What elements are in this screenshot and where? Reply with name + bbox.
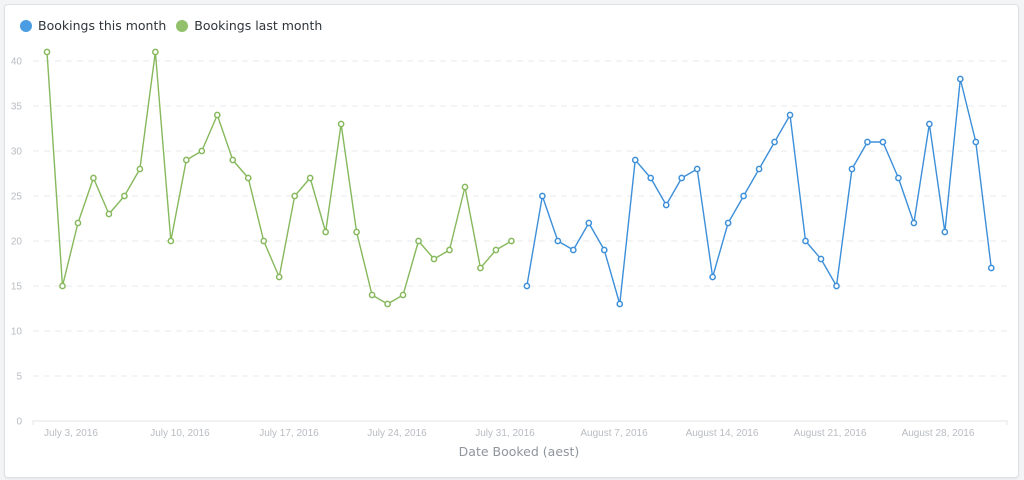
data-point[interactable] (368, 291, 376, 299)
data-point[interactable] (956, 75, 964, 83)
data-point[interactable] (353, 228, 360, 236)
data-point[interactable] (616, 300, 624, 308)
data-point[interactable] (477, 264, 484, 272)
data-point[interactable] (848, 165, 856, 173)
x-tick-label: August 28, 2016 (902, 428, 975, 439)
data-point[interactable] (709, 273, 716, 281)
legend-label: Bookings this month (38, 18, 167, 33)
data-point[interactable] (182, 156, 190, 164)
x-axis-title: Date Booked (aest) (459, 444, 580, 459)
y-axis-ticks: 0 5 10 15 20 25 30 35 40 (11, 57, 23, 428)
data-point[interactable] (771, 138, 778, 146)
data-point[interactable] (910, 219, 918, 227)
data-point[interactable] (105, 210, 113, 218)
data-point[interactable] (43, 48, 51, 56)
x-tick-label: July 3, 2016 (44, 428, 98, 439)
y-tick-label: 10 (11, 327, 23, 338)
data-point[interactable] (740, 192, 747, 200)
data-point[interactable] (523, 282, 531, 290)
data-point[interactable] (987, 264, 995, 272)
data-point[interactable] (895, 174, 902, 182)
y-tick-label: 0 (16, 417, 22, 428)
y-tick-label: 25 (11, 192, 23, 203)
x-tick-label: July 17, 2016 (259, 428, 319, 439)
data-point[interactable] (244, 174, 252, 182)
data-point[interactable] (833, 282, 840, 290)
x-tick-label: August 7, 2016 (580, 428, 648, 439)
y-tick-label: 5 (16, 372, 22, 383)
x-tick-label: July 31, 2016 (475, 428, 535, 439)
data-point[interactable] (569, 246, 577, 254)
data-point[interactable] (972, 138, 980, 146)
data-point[interactable] (446, 246, 453, 254)
data-point[interactable] (275, 273, 283, 281)
data-point[interactable] (152, 48, 159, 56)
data-point[interactable] (662, 201, 670, 209)
data-point[interactable] (121, 192, 128, 200)
legend-dot-icon (20, 19, 32, 32)
data-point[interactable] (678, 174, 686, 182)
y-tick-label: 30 (11, 147, 23, 158)
data-point[interactable] (786, 111, 794, 119)
series-line (526, 78, 992, 305)
data-point[interactable] (461, 183, 469, 191)
series-line (46, 51, 512, 305)
data-point[interactable] (631, 156, 639, 164)
series-last-month (43, 48, 515, 308)
data-point[interactable] (864, 138, 871, 146)
legend-dot-icon (176, 19, 189, 32)
data-point[interactable] (600, 246, 608, 254)
x-tick-label: August 14, 2016 (686, 428, 759, 439)
data-point[interactable] (167, 237, 175, 245)
data-point[interactable] (508, 237, 515, 245)
x-tick-label: July 24, 2016 (367, 428, 427, 439)
legend-label: Bookings last month (194, 18, 323, 33)
y-grid (33, 60, 1007, 377)
data-point[interactable] (539, 192, 546, 200)
y-tick-label: 15 (11, 282, 23, 293)
data-point[interactable] (90, 174, 97, 182)
data-point[interactable] (399, 291, 407, 299)
data-point[interactable] (213, 111, 221, 119)
legend-item-last-month[interactable]: Bookings last month (176, 18, 322, 33)
data-point[interactable] (291, 192, 299, 200)
data-point[interactable] (647, 174, 655, 182)
y-tick-label: 40 (11, 57, 23, 68)
data-point[interactable] (260, 237, 268, 245)
data-point[interactable] (724, 219, 732, 227)
data-point[interactable] (306, 174, 314, 182)
data-point[interactable] (492, 246, 500, 254)
chart-legend: Bookings this month Bookings last month (20, 18, 332, 33)
data-point[interactable] (59, 282, 66, 290)
data-point[interactable] (415, 237, 422, 245)
data-point[interactable] (136, 165, 144, 173)
series-this-month (523, 75, 995, 308)
data-point[interactable] (229, 156, 237, 164)
x-tick-label: July 10, 2016 (150, 428, 210, 439)
data-point[interactable] (322, 228, 329, 236)
y-tick-label: 20 (11, 237, 23, 248)
data-point[interactable] (430, 255, 438, 263)
data-point[interactable] (941, 228, 949, 236)
data-point[interactable] (802, 237, 809, 245)
series-lines (43, 48, 995, 308)
data-point[interactable] (817, 255, 825, 263)
data-point[interactable] (585, 219, 593, 227)
x-axis-line (32, 420, 1008, 425)
x-axis: July 3, 2016 July 10, 2016 July 17, 2016 Ju… (32, 420, 1008, 439)
data-point[interactable] (384, 300, 391, 308)
data-point[interactable] (926, 120, 933, 128)
x-tick-label: August 21, 2016 (794, 428, 867, 439)
data-point[interactable] (74, 219, 82, 227)
data-point[interactable] (554, 237, 562, 245)
data-point[interactable] (693, 165, 701, 173)
data-point[interactable] (755, 165, 763, 173)
data-point[interactable] (198, 147, 206, 155)
data-point[interactable] (879, 138, 887, 146)
legend-item-this-month[interactable]: Bookings this month (20, 18, 166, 33)
data-point[interactable] (337, 120, 345, 128)
y-tick-label: 35 (11, 102, 23, 113)
